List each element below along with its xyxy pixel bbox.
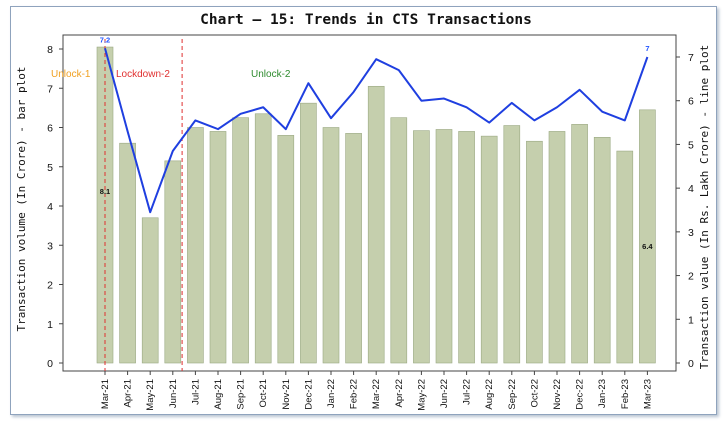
bar [413, 130, 430, 364]
bar [322, 127, 340, 364]
value-line [104, 47, 649, 214]
y-tick-label: 1 [47, 319, 53, 331]
x-tick-label: Oct-21 [258, 379, 269, 408]
y2-tick-label: 7 [688, 52, 694, 64]
y-axis-title: Transaction volume (In Crore) - bar plot [15, 67, 28, 332]
y2-tick-label: 2 [688, 271, 694, 283]
y-tick-label: 2 [47, 280, 53, 292]
x-tick-label: Jul-22 [462, 379, 473, 405]
bar [593, 137, 611, 364]
data-label: 7 [645, 44, 649, 53]
y2-axis-title: Transaction value (In Rs. Lakh Crore) - … [698, 45, 711, 370]
y-tick-label: 7 [47, 83, 53, 95]
x-tick-label: Mar-22 [371, 379, 382, 409]
bar-series [96, 46, 656, 364]
y-tick-label: 5 [47, 162, 53, 174]
bar [277, 135, 295, 364]
y2-tick-label: 5 [688, 139, 694, 151]
y-tick-label: 6 [47, 123, 53, 135]
bar [345, 133, 362, 364]
line-series [104, 47, 649, 214]
bar [639, 109, 656, 364]
x-tick-label: Nov-21 [281, 379, 292, 410]
y-tick-label: 8 [47, 44, 53, 56]
x-tick-label: Sep-22 [507, 379, 518, 410]
phase-annotation: Unlock-2 [251, 69, 291, 80]
bar [187, 127, 204, 364]
x-tick-label: Nov-22 [552, 379, 563, 410]
x-tick-label: Jun-21 [168, 379, 179, 408]
bar [616, 150, 634, 364]
bar [141, 217, 159, 364]
x-tick-label: Aug-22 [484, 379, 495, 410]
x-tick-label: Mar-23 [642, 379, 653, 409]
bar [571, 124, 588, 364]
bar [209, 131, 227, 364]
x-tick-label: Apr-21 [123, 379, 134, 408]
x-tick-label: Oct-22 [529, 379, 540, 408]
x-tick-label: Aug-21 [213, 379, 224, 410]
bar [503, 125, 521, 364]
bar [480, 135, 498, 364]
y-tick-label: 4 [47, 201, 53, 213]
y2-tick-label: 3 [688, 227, 694, 239]
data-label: 7.2 [100, 35, 110, 44]
y2-tick-label: 0 [688, 358, 694, 370]
x-tick-label: May-21 [145, 379, 156, 411]
x-tick-label: Dec-22 [575, 379, 586, 410]
y-tick-label: 0 [47, 358, 53, 370]
x-tick-label: May-22 [416, 379, 427, 411]
chart-frame: Chart – 15: Trends in CTS Transactions 0… [10, 6, 717, 415]
chart: Chart – 15: Trends in CTS Transactions 0… [15, 12, 711, 411]
y2-tick-label: 1 [688, 314, 694, 326]
bar [390, 117, 408, 364]
chart-title: Chart – 15: Trends in CTS Transactions [200, 12, 532, 28]
bar [119, 142, 136, 364]
bar [300, 102, 317, 364]
bar [435, 129, 453, 364]
x-tick-label: Jan-22 [326, 379, 337, 408]
x-tick-label: Jan-23 [597, 379, 608, 408]
labels: Unlock-1 Lockdown-2 Unlock-2 7.2 8.1 7 6.4 [51, 35, 653, 251]
x-tick-label: Jun-22 [439, 379, 450, 408]
x-tick-label: Feb-23 [620, 379, 631, 409]
data-label: 8.1 [100, 187, 110, 196]
bar [367, 85, 385, 364]
bar [254, 113, 272, 364]
x-tick-label: Sep-21 [236, 379, 247, 410]
x-tick-label: Feb-22 [349, 379, 360, 409]
data-label: 6.4 [642, 242, 653, 251]
x-tick-label: Dec-21 [303, 379, 314, 410]
phase-annotation: Lockdown-2 [116, 69, 170, 80]
bar [232, 117, 249, 364]
y2-tick-label: 6 [688, 96, 694, 108]
bar [164, 160, 182, 364]
x-tick-label: Mar-21 [100, 379, 111, 409]
bar [526, 140, 543, 364]
phase-annotation: Unlock-1 [51, 69, 91, 80]
y2-tick-label: 4 [688, 183, 694, 195]
plot-border [62, 34, 677, 372]
y-tick-label: 3 [47, 240, 53, 252]
x-tick-label: Apr-22 [394, 379, 405, 408]
phase-lines [104, 39, 183, 371]
axes: 0 1 2 3 4 5 6 7 8 0 1 2 3 4 5 6 7 Transaction volume (In … [15, 34, 711, 411]
bar [458, 131, 475, 364]
x-tick-label: Jul-21 [190, 379, 201, 405]
bar [548, 131, 566, 364]
